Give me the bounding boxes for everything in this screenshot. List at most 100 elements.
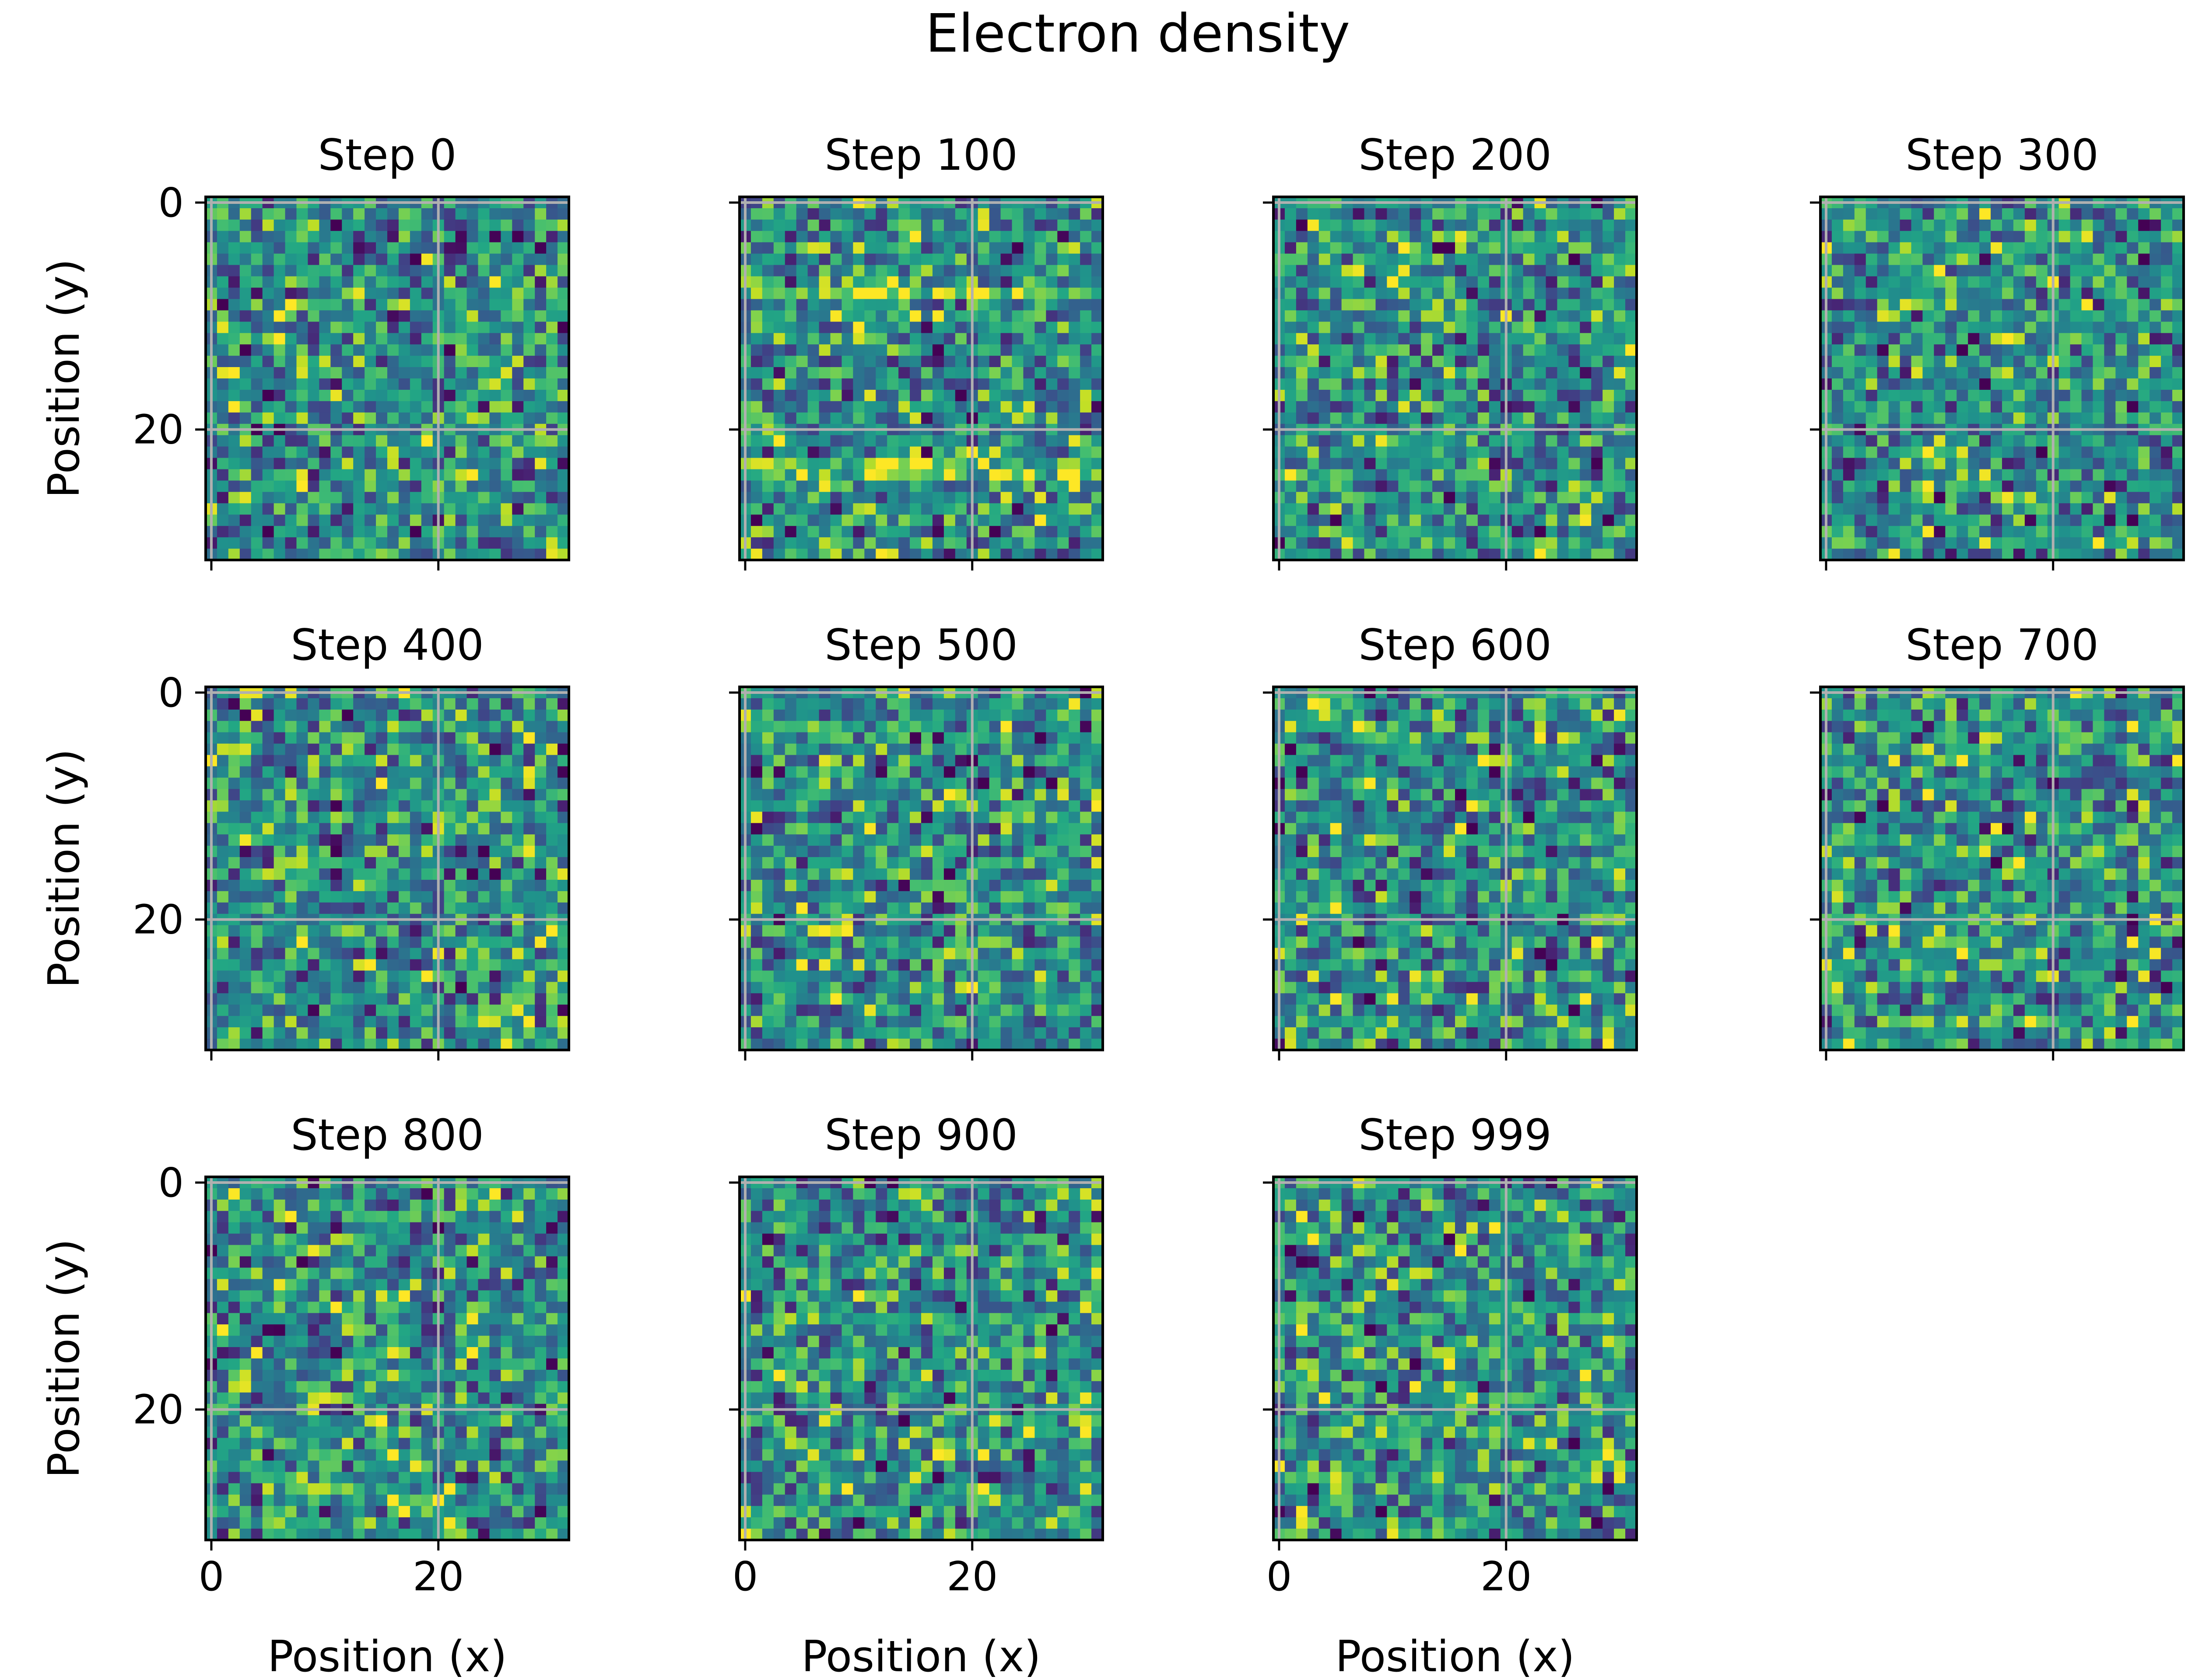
heatmap-cell xyxy=(1341,276,1353,288)
heatmap-cell xyxy=(989,549,1001,560)
heatmap-cell xyxy=(1979,526,1991,538)
heatmap-cell xyxy=(910,435,922,447)
heatmap-cell xyxy=(274,823,286,835)
heatmap-cell xyxy=(1364,526,1376,538)
heatmap-cell xyxy=(387,743,399,756)
heatmap-cell xyxy=(1843,446,1855,458)
heatmap-cell xyxy=(239,812,252,823)
heatmap-cell xyxy=(523,868,535,880)
heatmap-cell xyxy=(932,367,944,379)
heatmap-cell xyxy=(466,276,479,288)
heatmap-cell xyxy=(2115,322,2127,333)
heatmap-cell xyxy=(535,503,547,515)
heatmap-cell xyxy=(1012,480,1024,492)
heatmap-cell xyxy=(1911,242,1923,254)
heatmap-cell xyxy=(365,868,376,880)
heatmap-cell xyxy=(489,344,501,356)
heatmap-cell xyxy=(387,709,399,721)
heatmap-cell xyxy=(2024,435,2037,447)
heatmap-cell xyxy=(296,743,309,756)
heatmap-cell xyxy=(2081,526,2093,538)
heatmap-cell xyxy=(546,310,558,322)
heatmap-cell xyxy=(842,299,853,311)
heatmap-cell xyxy=(365,344,376,356)
heatmap-cell xyxy=(1979,299,1991,311)
heatmap-cell xyxy=(1034,356,1046,368)
heatmap-cell xyxy=(1602,310,1614,322)
heatmap-cell xyxy=(2058,435,2071,447)
heatmap-cell xyxy=(387,231,399,243)
heatmap-cell xyxy=(1046,480,1058,492)
heatmap-cell xyxy=(932,310,944,322)
heatmap-cell xyxy=(1591,367,1603,379)
heatmap-cell xyxy=(1831,310,1844,322)
heatmap-cell xyxy=(2070,219,2082,231)
heatmap-cell xyxy=(523,299,535,311)
heatmap-cell xyxy=(466,208,479,220)
heatmap-cell xyxy=(1511,287,1524,300)
heatmap-cell xyxy=(887,389,899,402)
heatmap-cell xyxy=(955,208,967,220)
heatmap-cell xyxy=(251,389,263,402)
heatmap-cell xyxy=(2172,412,2184,424)
heatmap-cell xyxy=(1318,253,1331,266)
heatmap-cell xyxy=(398,948,410,960)
heatmap-cell xyxy=(1591,242,1603,254)
heatmap-cell xyxy=(1455,344,1467,356)
heatmap-cell xyxy=(1296,367,1308,379)
heatmap-cell xyxy=(1284,412,1297,424)
heatmap-cell xyxy=(2138,514,2150,526)
heatmap-cell xyxy=(2024,333,2037,345)
heatmap-cell xyxy=(1341,401,1353,413)
heatmap-cell xyxy=(535,936,547,948)
heatmap-cell xyxy=(796,446,808,458)
heatmap-cell xyxy=(2161,367,2173,379)
heatmap-cell xyxy=(523,766,535,778)
heatmap-cell xyxy=(1398,367,1410,379)
heatmap-cell xyxy=(921,276,933,288)
heatmap-cell xyxy=(1888,549,1900,560)
heatmap-cell xyxy=(546,458,558,470)
heatmap-cell xyxy=(1625,242,1637,254)
heatmap-cell xyxy=(365,970,376,982)
heatmap-cell xyxy=(285,755,297,767)
heatmap-cell xyxy=(955,469,967,481)
heatmap-cell xyxy=(2115,287,2127,300)
heatmap-cell xyxy=(2024,492,2037,504)
heatmap-cell xyxy=(762,208,774,220)
heatmap-cell xyxy=(1410,310,1421,322)
heatmap-cell xyxy=(955,435,967,447)
heatmap-cell xyxy=(807,514,820,526)
heatmap-cell xyxy=(342,299,354,311)
heatmap-cell xyxy=(387,823,399,835)
heatmap-cell xyxy=(1091,526,1103,538)
heatmap-cell xyxy=(2127,253,2139,266)
heatmap-cell xyxy=(955,219,967,231)
heatmap-cell xyxy=(2138,401,2150,413)
heatmap-cell xyxy=(1012,310,1024,322)
heatmap-cell xyxy=(876,469,887,481)
heatmap-cell xyxy=(501,857,512,869)
heatmap-cell xyxy=(319,253,331,266)
heatmap-cell xyxy=(1091,333,1103,345)
heatmap-cell xyxy=(1477,412,1490,424)
heatmap-cell xyxy=(1341,514,1353,526)
heatmap-cell xyxy=(1591,446,1603,458)
heatmap-cell xyxy=(2172,503,2184,515)
heatmap-cell xyxy=(1296,469,1308,481)
heatmap-cell xyxy=(2058,299,2071,311)
heatmap-cell xyxy=(1911,412,1923,424)
heatmap-cell xyxy=(342,982,354,994)
heatmap-cell xyxy=(1900,480,1912,492)
heatmap-cell xyxy=(830,276,842,288)
heatmap-cell xyxy=(1296,208,1308,220)
heatmap-cell xyxy=(2093,356,2105,368)
heatmap-cell xyxy=(910,514,922,526)
heatmap-cell xyxy=(376,299,388,311)
heatmap-cell xyxy=(2093,378,2105,390)
heatmap-cell xyxy=(1307,378,1319,390)
heatmap-cell xyxy=(296,948,309,960)
heatmap-cell xyxy=(285,823,297,835)
heatmap-cell xyxy=(887,208,899,220)
heatmap-cell xyxy=(387,698,399,710)
